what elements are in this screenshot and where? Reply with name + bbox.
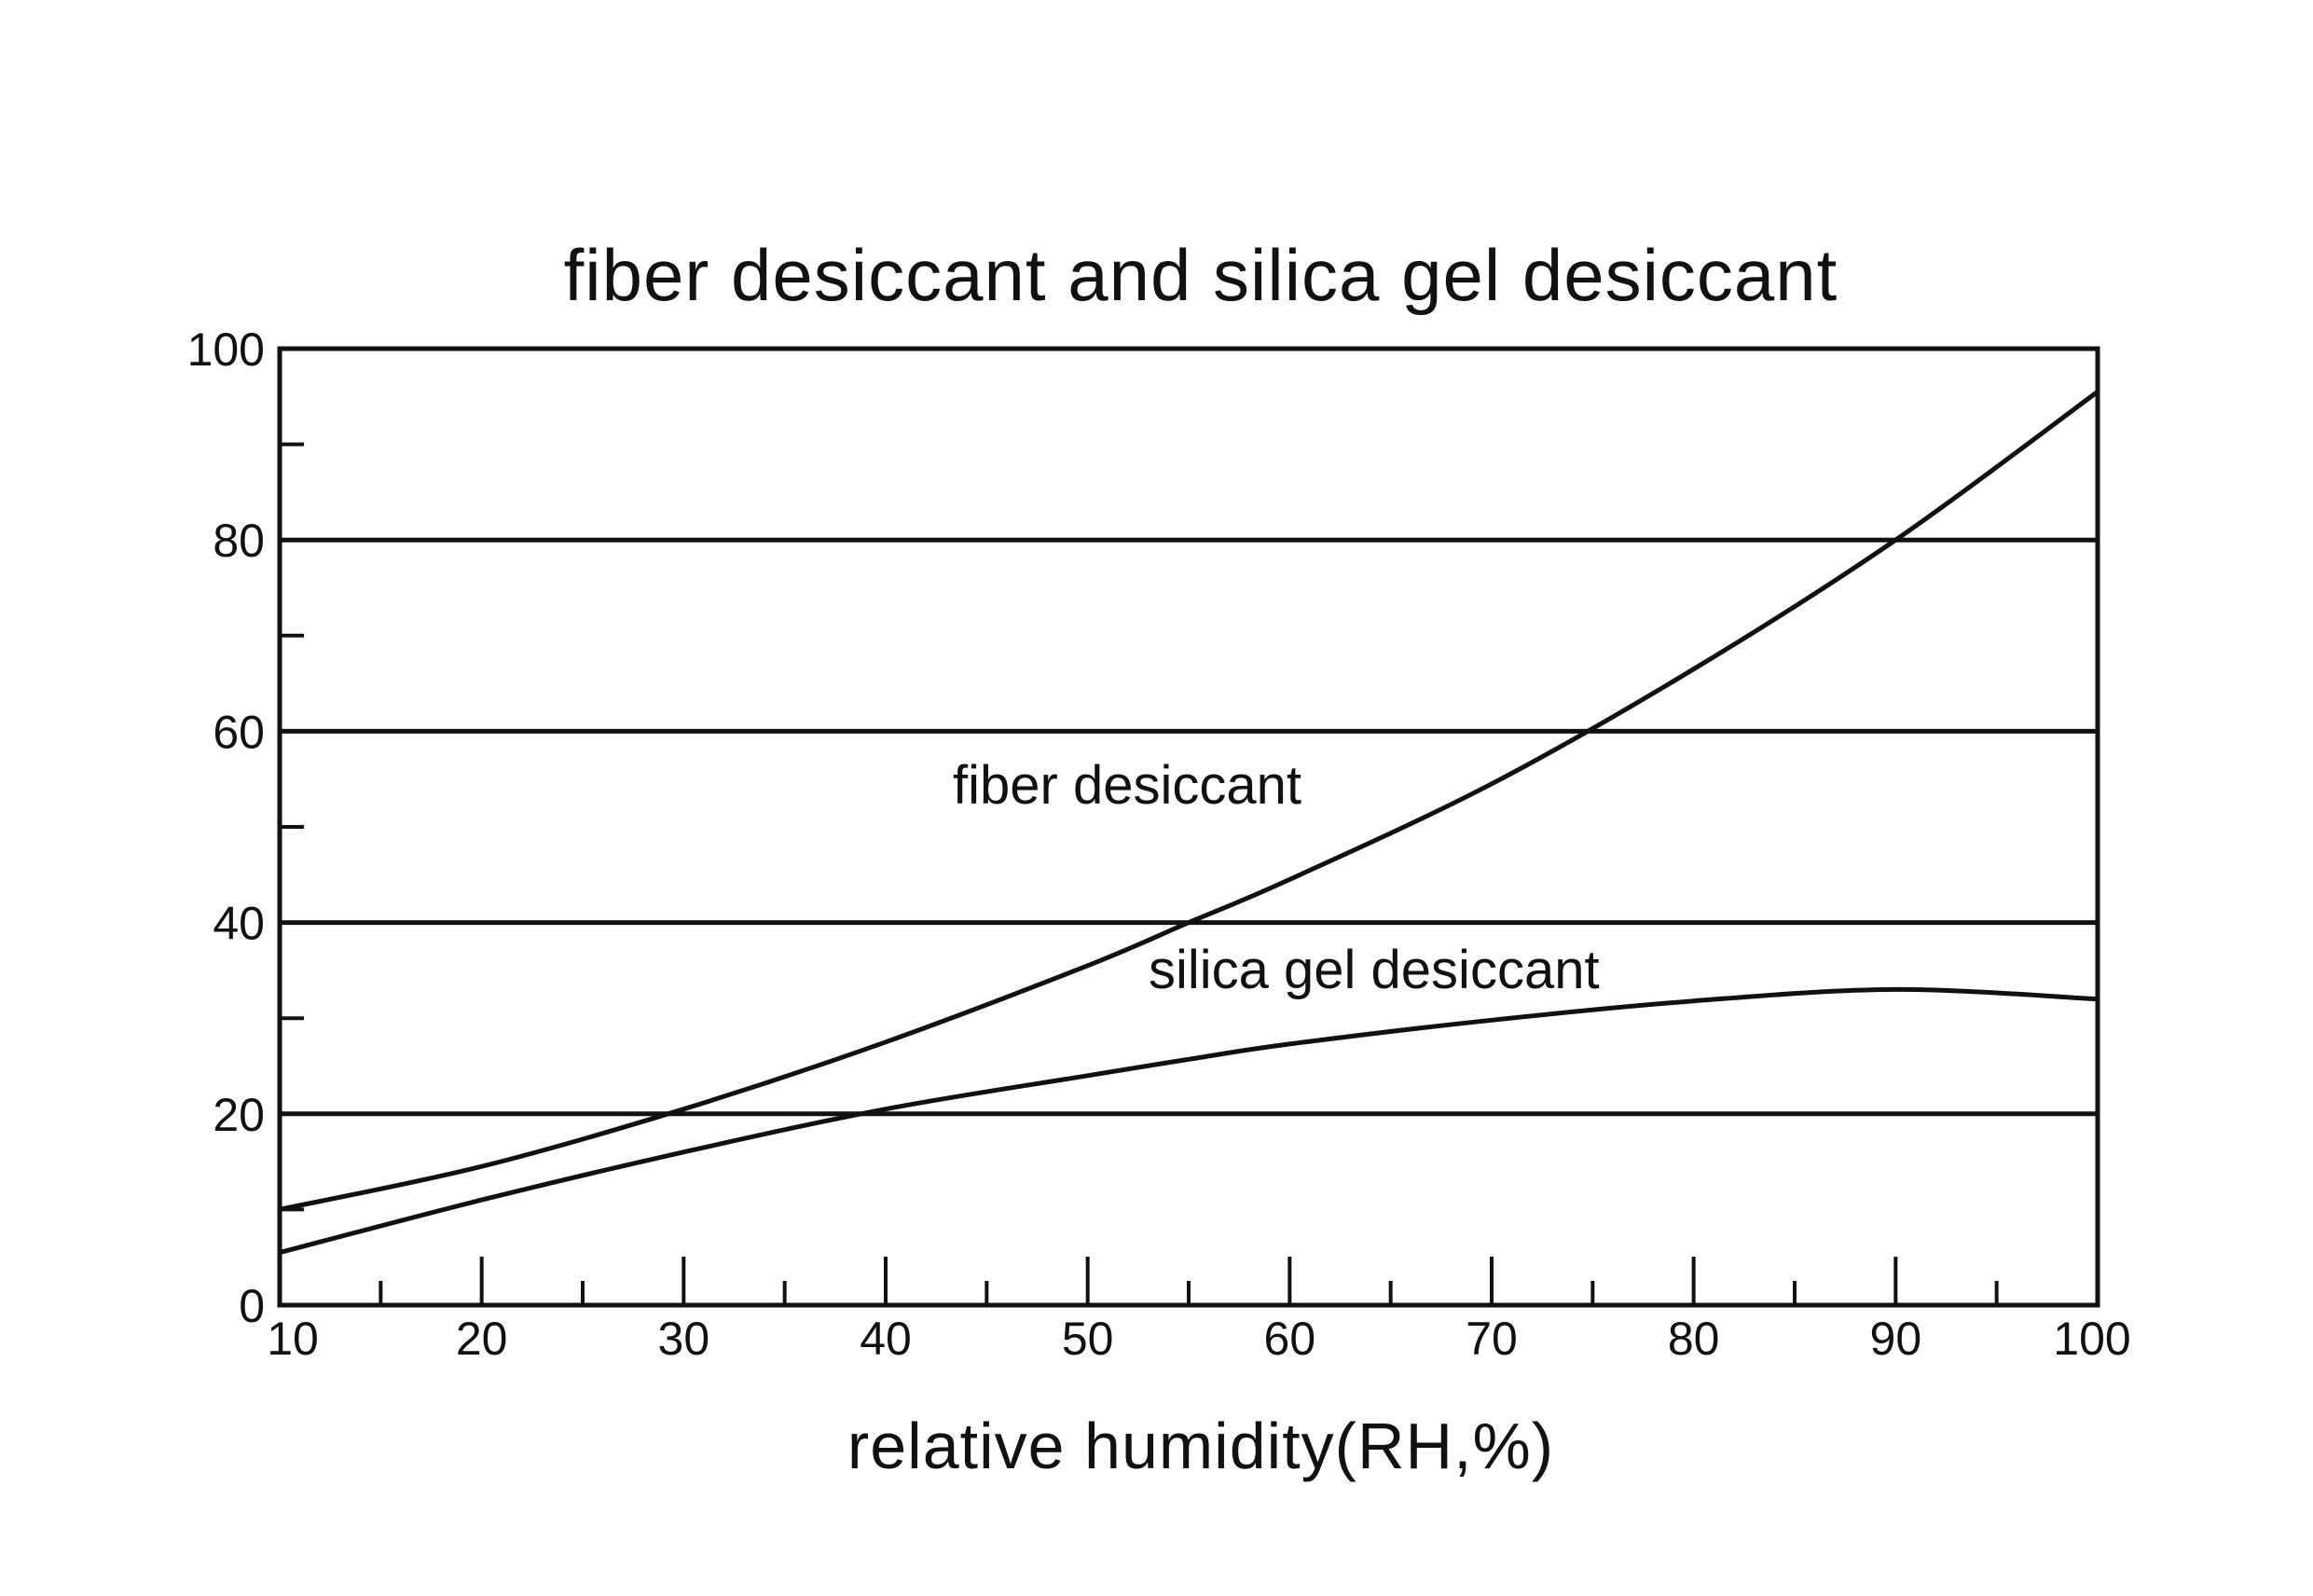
chart-title: fiber desiccant and silica gel desiccant xyxy=(564,234,1838,316)
series-lines xyxy=(277,389,2100,1256)
x-tick-label: 90 xyxy=(1870,1313,1922,1365)
series-label-fiber-desiccant: fiber desiccant xyxy=(953,755,1301,816)
x-tick-labels: 10 20 30 40 50 60 70 80 90 100 xyxy=(267,1313,2131,1365)
x-tick-label: 10 xyxy=(267,1313,319,1365)
x-tick-label: 60 xyxy=(1264,1313,1316,1365)
y-tick-labels: 0 20 40 60 80 100 xyxy=(187,323,265,1332)
y-tick-label: 40 xyxy=(213,898,265,950)
axis-ticks xyxy=(280,442,1999,1305)
gridlines xyxy=(280,537,2098,1117)
x-tick-label: 100 xyxy=(2053,1313,2130,1365)
series-line-fiber-desiccant xyxy=(277,389,2100,1212)
y-tick-label: 0 xyxy=(239,1280,265,1332)
x-tick-label: 70 xyxy=(1466,1313,1518,1365)
x-tick-label: 80 xyxy=(1668,1313,1720,1365)
plot-frame xyxy=(277,346,2100,1308)
series-line-silica-gel-desiccant xyxy=(277,986,2100,1256)
y-tick-label: 20 xyxy=(213,1089,265,1141)
x-tick-label: 50 xyxy=(1062,1313,1114,1365)
y-tick-label: 60 xyxy=(213,706,265,758)
y-tick-label: 100 xyxy=(187,323,265,376)
series-label-silica-gel-desiccant: silica gel desiccant xyxy=(1149,940,1600,1000)
x-axis-label: relative humidity(RH,%) xyxy=(847,1410,1554,1482)
y-tick-label: 80 xyxy=(213,515,265,567)
x-tick-label: 40 xyxy=(860,1313,912,1365)
x-tick-label: 20 xyxy=(456,1313,508,1365)
x-tick-label: 30 xyxy=(658,1313,710,1365)
